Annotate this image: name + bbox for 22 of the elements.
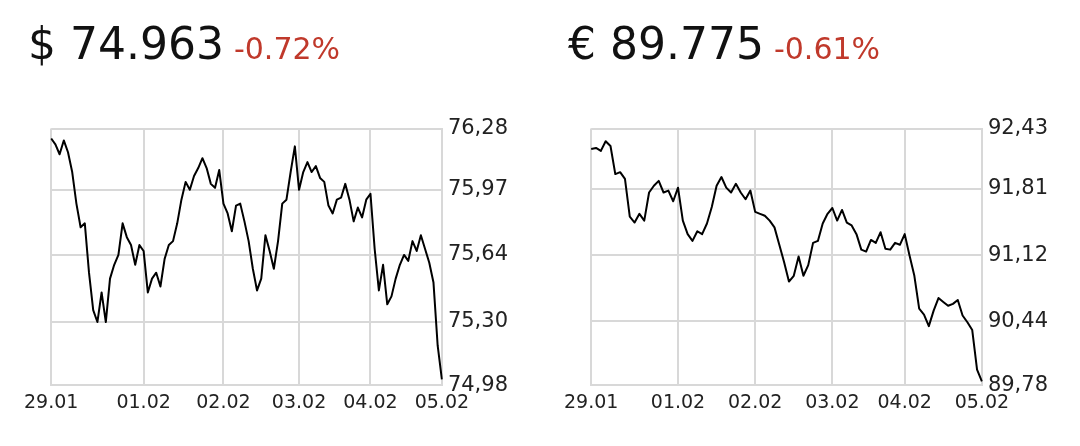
x-tick-label: 29.01 [563,389,619,412]
x-tick-label: 04.02 [343,389,398,412]
chart-title: € 89.775 [568,18,764,69]
y-tick-label: 92,43 [987,115,1049,140]
y-tick-label: 75,97 [447,176,509,201]
x-tick-label: 01.02 [650,389,706,412]
chart-title: $ 74.963 [28,18,224,69]
x-tick-label: 29.01 [23,389,79,412]
chart-subtitle: -0.72% [233,31,341,66]
y-tick-label: 91,81 [987,175,1049,200]
y-tick-label: 75,64 [447,241,509,266]
x-tick-label: 01.02 [116,389,171,412]
x-tick-label: 03.02 [805,389,860,412]
y-tick-label: 91,12 [987,241,1049,266]
x-tick-label: 03.02 [271,389,327,412]
y-tick-label: 76,28 [447,115,509,140]
x-tick-label: 04.02 [877,389,932,412]
x-tick-label: 02.02 [727,389,783,412]
y-tick-label: 90,44 [987,307,1049,332]
y-tick-label: 75,30 [447,308,509,333]
chart-subtitle: -0.61% [773,31,881,66]
x-tick-label: 02.02 [196,389,251,412]
